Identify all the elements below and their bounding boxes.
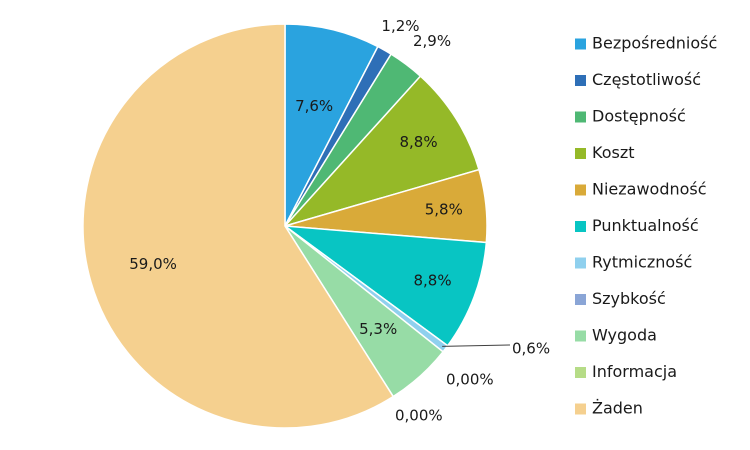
legend-label-rytmicznosc: Rytmiczność <box>592 253 692 272</box>
legend-swatch-niezawodnosc <box>575 184 586 196</box>
legend-label-szybkosc: Szybkość <box>592 289 666 308</box>
legend-item-szybkosc: Szybkość <box>575 289 666 308</box>
legend: Bezpośredniość Częstotliwość Dostępność Kos… <box>575 34 717 418</box>
legend-label-dostepnosc: Dostępność <box>592 107 686 126</box>
legend-label-informacja: Informacja <box>592 362 677 381</box>
legend-label-wygoda: Wygoda <box>592 326 657 345</box>
legend-swatch-zaden <box>575 403 586 415</box>
data-label-rytmicznosc: 0,6% <box>512 340 550 358</box>
data-labels: 7,6% 1,2%2,9% 8,8% 5,8% 8,8% 0,6% 0,00% 5,3% 0,0… <box>129 17 550 424</box>
legend-swatch-wygoda <box>575 330 586 342</box>
pie-slice-bezposredniosc <box>284 23 379 227</box>
legend-item-niezawodnosc: Niezawodność <box>575 180 707 199</box>
data-label-informacja: 0,00% <box>395 407 443 425</box>
pie-slice-koszt <box>282 75 480 228</box>
legend-label-koszt: Koszt <box>592 143 635 162</box>
legend-swatch-szybkosc <box>575 294 586 305</box>
leader-line-rytmicznosc <box>442 344 511 347</box>
legend-label-zaden: Żaden <box>592 399 643 418</box>
legend-item-koszt: Koszt <box>575 143 635 162</box>
legend-item-bezposredniosc: Bezpośredniość <box>575 34 717 53</box>
pie-slice-zaden <box>82 23 395 429</box>
data-label-zaden: 59,0% <box>129 255 177 273</box>
data-label-koszt: 8,8% <box>400 133 438 151</box>
legend-item-dostepnosc: Dostępność <box>575 107 686 126</box>
data-label-bezposredniosc: 7,6% <box>295 97 333 115</box>
pie-slice-punktualnosc <box>282 225 488 347</box>
legend-item-czestotliwosc: Częstotliwość <box>575 70 701 89</box>
legend-swatch-informacja <box>575 367 586 378</box>
legend-item-punktualnosc: Punktualność <box>575 216 699 235</box>
legend-item-informacja: Informacja <box>575 362 677 381</box>
data-label-punktualnosc: 8,8% <box>414 272 452 290</box>
data-label-niezawodnosc: 5,8% <box>425 200 463 218</box>
legend-label-bezposredniosc: Bezpośredniość <box>592 34 717 53</box>
data-label-szybkosc: 0,00% <box>446 371 494 389</box>
legend-item-rytmicznosc: Rytmiczność <box>575 253 692 272</box>
data-label-dostepnosc: 2,9% <box>413 32 451 50</box>
legend-item-zaden: Żaden <box>575 399 643 418</box>
legend-swatch-bezposredniosc <box>575 38 586 50</box>
legend-label-niezawodnosc: Niezawodność <box>592 180 707 199</box>
legend-swatch-rytmicznosc <box>575 257 586 269</box>
legend-swatch-dostepnosc <box>575 111 586 123</box>
legend-swatch-koszt <box>575 148 586 159</box>
pie-slices <box>82 23 488 429</box>
legend-item-wygoda: Wygoda <box>575 326 657 345</box>
data-label-czestotliwosc: 1,2% <box>381 17 419 35</box>
legend-label-punktualnosc: Punktualność <box>592 216 699 235</box>
legend-label-czestotliwosc: Częstotliwość <box>592 70 701 89</box>
legend-swatch-czestotliwosc <box>575 75 586 86</box>
data-label-wygoda: 5,3% <box>359 320 397 338</box>
legend-swatch-punktualnosc <box>575 221 586 232</box>
